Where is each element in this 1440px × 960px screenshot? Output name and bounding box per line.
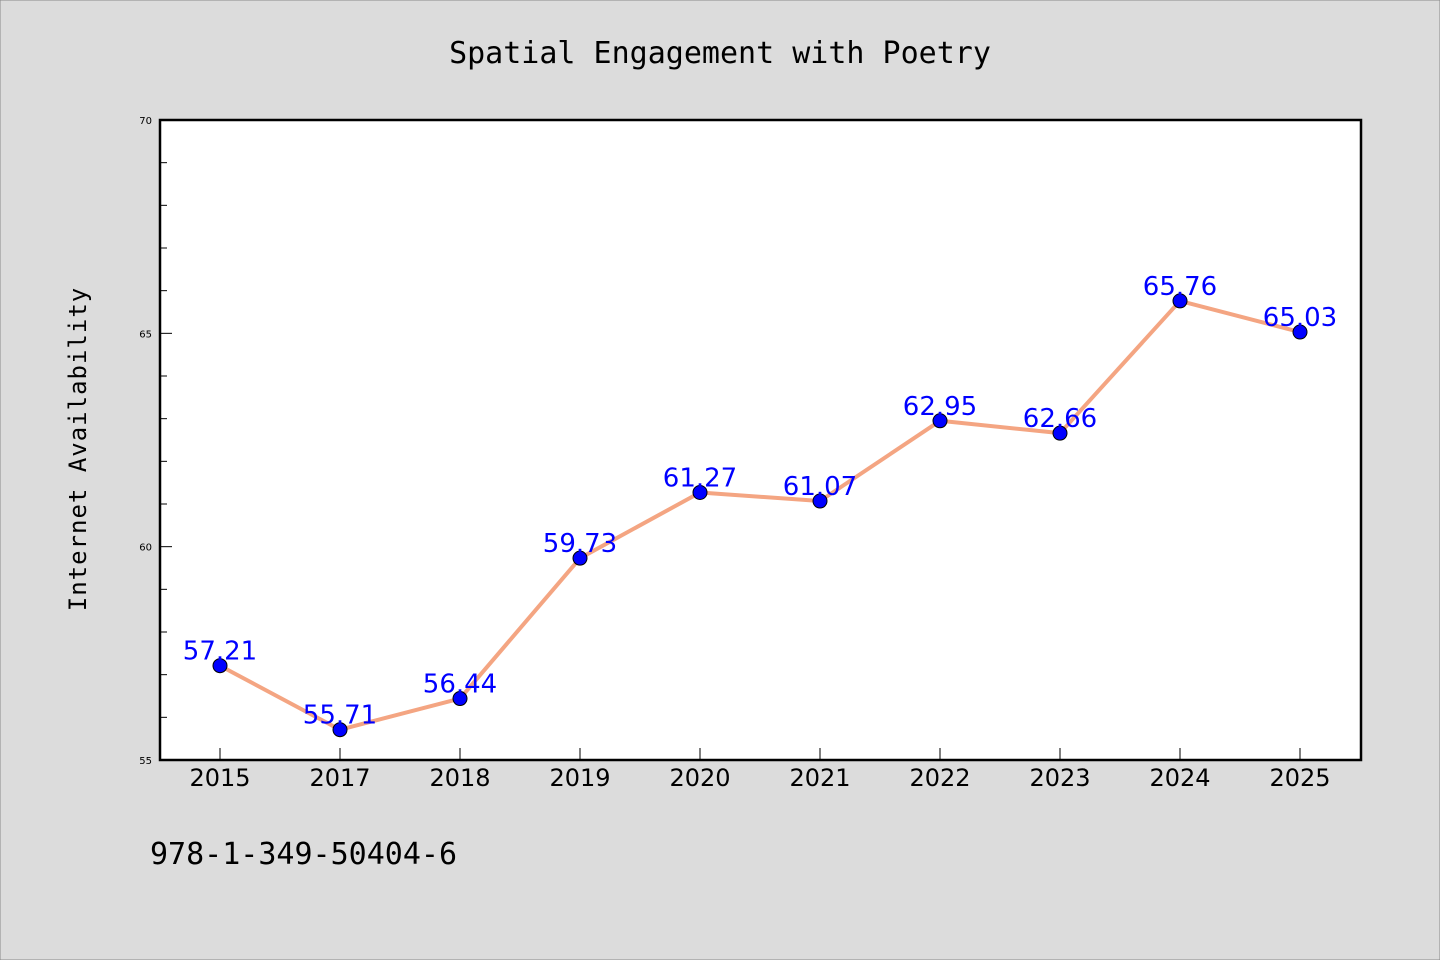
data-point-marker [1172, 293, 1188, 309]
x-tick-label: 2021 [789, 764, 850, 792]
data-label: 57.21 [183, 637, 257, 667]
data-label: 61.27 [663, 463, 737, 493]
x-tick-label: 2023 [1029, 764, 1090, 792]
isbn-footer: 978-1-349-50404-6 [150, 837, 457, 872]
chart-title: Spatial Engagement with Poetry [449, 36, 991, 71]
x-tick-label: 2015 [189, 764, 250, 792]
data-point-marker [1052, 425, 1068, 441]
data-label: 56.44 [423, 670, 497, 700]
y-tick-label: 60 [139, 543, 152, 554]
x-tick-label: 2025 [1269, 764, 1330, 792]
x-tick-label: 2022 [909, 764, 970, 792]
plot-frame [158, 118, 1363, 762]
data-label: 65.03 [1263, 303, 1337, 333]
x-tick-label: 2019 [549, 764, 610, 792]
x-tick-label: 2024 [1149, 764, 1210, 792]
series-line [218, 298, 1302, 732]
data-point-marker [1292, 324, 1308, 340]
data-label: 65.76 [1143, 272, 1217, 302]
data-point-marker [332, 722, 348, 738]
x-tick-label: 2020 [669, 764, 730, 792]
x-tick-label: 2017 [309, 764, 370, 792]
data-point-marker [212, 658, 228, 674]
data-label: 62.95 [903, 392, 977, 422]
data-point-marker [692, 484, 708, 500]
plot-area [160, 120, 1361, 760]
data-point-marker [932, 413, 948, 429]
data-label: 55.71 [303, 701, 377, 731]
y-tick-label: 65 [139, 329, 152, 340]
data-point-marker [812, 493, 828, 509]
data-label: 61.07 [783, 472, 857, 502]
x-tick-label: 2018 [429, 764, 490, 792]
y-tick-label: 70 [139, 116, 152, 127]
data-label: 59.73 [543, 529, 617, 559]
data-point-marker [452, 691, 468, 707]
data-point-marker [572, 550, 588, 566]
x-axis-ticks: 2015 2017 2018 2019 2020 2021 2022 2023 2024 2025 [189, 748, 1331, 792]
series-layer: 57.21 55.71 56.44 59.73 61.27 61.07 62.95 62.66… [183, 272, 1337, 738]
y-axis-label: Internet Availability [64, 287, 92, 611]
y-tick-label: 55 [139, 756, 152, 767]
data-label: 62.66 [1023, 404, 1097, 434]
